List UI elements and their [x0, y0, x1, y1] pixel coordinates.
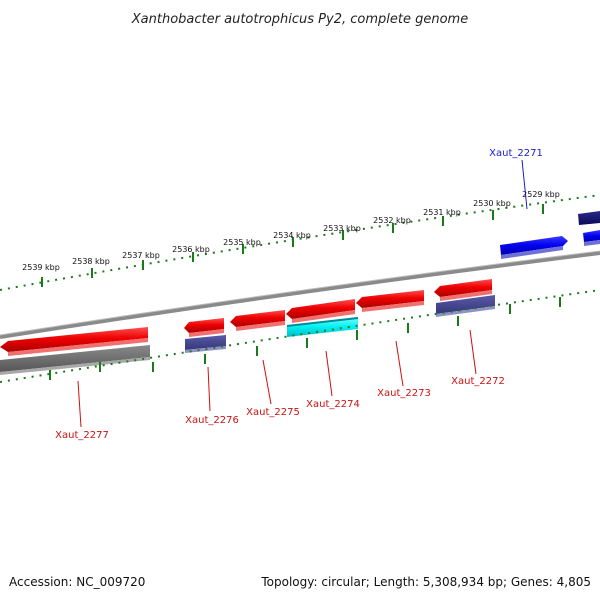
- gene-arrow-reverse[interactable]: [286, 299, 355, 319]
- gene-label-xaut-2275[interactable]: Xaut_2275: [246, 407, 300, 418]
- gene-arrow-forward-shadow: [501, 246, 563, 259]
- ruler-label: 2532 kbp: [373, 216, 411, 225]
- feature-box-cyan[interactable]: [287, 317, 358, 337]
- ruler-label: 2538 kbp: [72, 257, 110, 266]
- gene-label-xaut-2273[interactable]: Xaut_2273: [377, 388, 431, 399]
- gene-label-xaut-2276[interactable]: Xaut_2276: [185, 415, 239, 426]
- ruler-label: 2539 kbp: [22, 263, 60, 272]
- outer-ruler-line: [0, 194, 600, 291]
- genome-backbone: [0, 251, 600, 339]
- ruler-label: 2536 kbp: [172, 245, 210, 254]
- gene-arrow-forward[interactable]: [583, 230, 600, 242]
- callout-line-xaut-2275: [262, 359, 272, 405]
- gene-label-xaut-2272[interactable]: Xaut_2272: [451, 376, 505, 387]
- genome-summary-text: Topology: circular; Length: 5,308,934 bp…: [260, 575, 591, 589]
- gene-arrow-reverse-shadow: [440, 290, 492, 301]
- gene-arrow-reverse[interactable]: [230, 310, 285, 327]
- accession-text: Accession: NC_009720: [9, 575, 145, 589]
- callout-line-xaut-2276: [207, 366, 211, 412]
- callout-line-xaut-2277: [77, 380, 82, 428]
- feature-box-cyan-shadow: [287, 317, 358, 327]
- gene-labels: Xaut_2271 Xaut_2272 Xaut_2273 Xaut_2274 …: [55, 148, 543, 441]
- feature-box-gray[interactable]: [0, 345, 150, 372]
- feature-box-slate[interactable]: [185, 335, 226, 350]
- gene-arrow-reverse-shadow: [236, 321, 285, 331]
- page-title: Xanthobacter autotrophicus Py2, complete…: [131, 12, 468, 27]
- ruler-label: 2535 kbp: [223, 238, 261, 247]
- gene-arrow-reverse[interactable]: [0, 327, 148, 352]
- gene-arrow-reverse-shadow: [8, 338, 148, 356]
- callout-line-xaut-2272: [469, 329, 477, 375]
- ruler-label: 2529 kbp: [522, 190, 560, 199]
- outer-ruler-labels: 2539 kbp 2538 kbp 2537 kbp 2536 kbp 2535…: [22, 190, 560, 272]
- gene-arrow-reverse-shadow: [362, 301, 424, 312]
- gene-callout-lines: [77, 159, 528, 428]
- genome-backbone-highlight: [0, 250, 600, 336]
- feature-box-gray-shadow: [0, 357, 150, 375]
- feature-box-slate-shadow: [436, 306, 495, 317]
- gene-arrow-reverse[interactable]: [356, 290, 424, 308]
- gene-arrow-reverse[interactable]: [184, 318, 224, 333]
- gene-arrow-reverse[interactable]: [434, 279, 492, 297]
- gene-label-xaut-2271[interactable]: Xaut_2271: [489, 148, 543, 159]
- gene-arrow-forward[interactable]: [500, 236, 568, 255]
- ruler-label: 2531 kbp: [423, 208, 461, 217]
- outer-ruler-major-ticks: [41, 204, 544, 287]
- gene-label-xaut-2274[interactable]: Xaut_2274: [306, 399, 360, 410]
- ruler-label: 2530 kbp: [473, 199, 511, 208]
- inner-ruler-major-ticks: [49, 297, 561, 380]
- gene-arrow-reverse-shadow: [292, 310, 355, 323]
- callout-line-xaut-2273: [395, 340, 404, 387]
- gene-arrow-reverse-shadow: [189, 329, 224, 337]
- ruler-label: 2537 kbp: [122, 251, 160, 260]
- gene-arrow-forward[interactable]: [578, 211, 600, 225]
- ruler-label: 2534 kbp: [273, 231, 311, 240]
- feature-box-slate[interactable]: [436, 295, 495, 314]
- callout-line-xaut-2271: [521, 159, 528, 210]
- ruler-label: 2533 kbp: [323, 224, 361, 233]
- gene-arrow-forward-shadow: [584, 240, 600, 246]
- gene-label-xaut-2277[interactable]: Xaut_2277: [55, 430, 109, 441]
- callout-line-xaut-2274: [325, 350, 333, 397]
